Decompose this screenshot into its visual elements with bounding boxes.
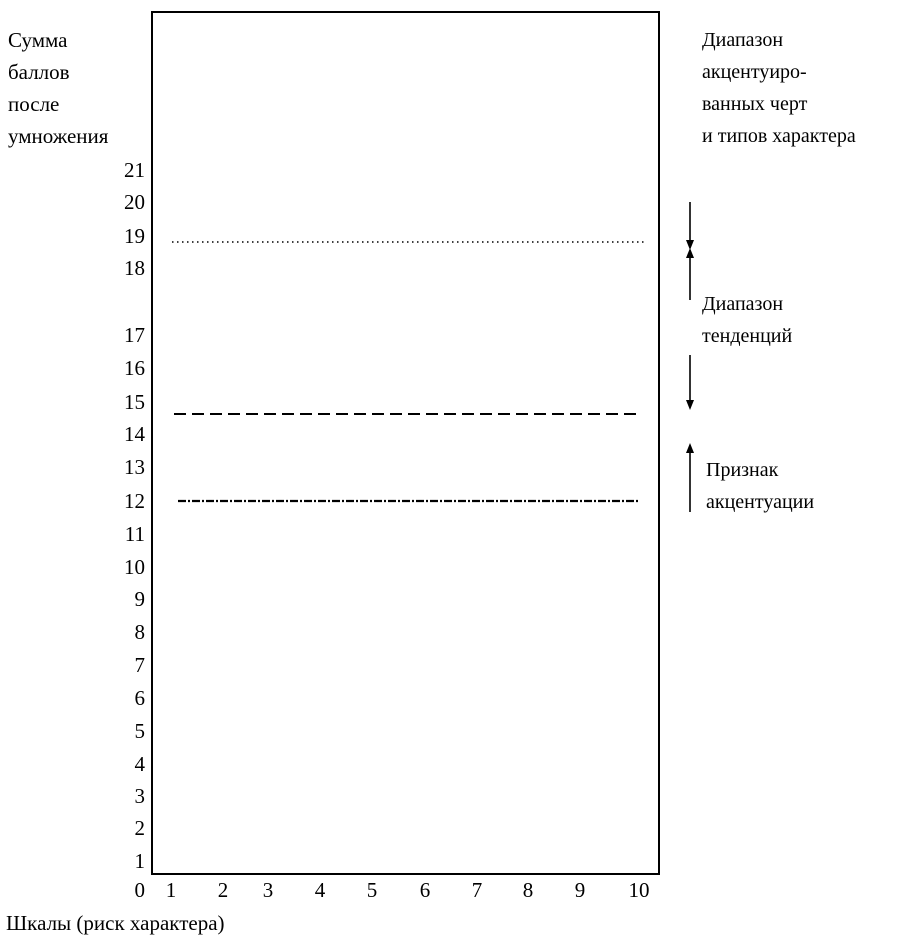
y-tick-label: 20 xyxy=(124,190,145,214)
y-tick-label: 11 xyxy=(125,522,145,546)
zone-label-tendency: Диапазон тенденций xyxy=(702,288,792,352)
zone-label-line: Признак xyxy=(706,459,779,481)
arrow-head xyxy=(686,248,694,258)
right-title-line: Диапазон xyxy=(702,29,784,51)
x-tick-labels: 1 2 3 4 5 6 7 8 9 10 xyxy=(166,878,650,902)
y-tick-label: 3 xyxy=(135,784,146,808)
x-tick-label: 7 xyxy=(472,878,483,902)
y-tick-label: 5 xyxy=(135,719,146,743)
x-tick-label: 9 xyxy=(575,878,586,902)
zone-arrows xyxy=(686,202,694,512)
x-tick-label: 3 xyxy=(263,878,274,902)
y-tick-label: 14 xyxy=(124,422,146,446)
y-tick-label: 4 xyxy=(135,752,146,776)
y-tick-label: 8 xyxy=(135,620,146,644)
y-tick-label: 13 xyxy=(124,455,145,479)
right-title-line: акцентуиро- xyxy=(702,61,807,83)
zone-label-line: Диапазон xyxy=(702,293,784,315)
plot-frame xyxy=(151,11,660,875)
right-title-line: ванных черт xyxy=(702,93,808,115)
y-tick-label: 10 xyxy=(124,555,145,579)
y-tick-label: 7 xyxy=(135,653,146,677)
arrow-head xyxy=(686,443,694,453)
x-tick-label: 10 xyxy=(629,878,650,902)
y-axis-title-line: баллов xyxy=(8,60,70,84)
x-tick-label: 5 xyxy=(367,878,378,902)
x-axis-title: Шкалы (риск характера) xyxy=(6,911,225,935)
arrow-head xyxy=(686,400,694,410)
x-tick-label: 4 xyxy=(315,878,326,902)
zone-label-line: акцентуации xyxy=(706,491,815,513)
right-title: Диапазон акцентуиро- ванных черт и типов… xyxy=(702,24,856,152)
y-axis-title-line: умножения xyxy=(8,124,109,148)
x-tick-label: 6 xyxy=(420,878,431,902)
y-tick-label: 1 xyxy=(135,849,146,873)
y-tick-label: 15 xyxy=(124,390,145,414)
x-tick-label: 8 xyxy=(523,878,534,902)
y-tick-label: 6 xyxy=(135,686,146,710)
y-tick-label: 18 xyxy=(124,256,145,280)
y-tick-label: 0 xyxy=(135,878,146,902)
y-tick-label: 21 xyxy=(124,158,145,182)
y-tick-label: 16 xyxy=(124,356,145,380)
arrow-head xyxy=(686,240,694,250)
y-tick-label: 12 xyxy=(124,489,145,513)
right-title-line: и типов характера xyxy=(702,125,856,147)
x-tick-label: 2 xyxy=(218,878,229,902)
y-axis-title: Сумма баллов после умножения xyxy=(8,24,108,152)
y-tick-label: 17 xyxy=(124,323,145,347)
x-tick-label: 1 xyxy=(166,878,177,902)
y-axis-title-line: после xyxy=(8,92,60,116)
y-tick-label: 19 xyxy=(124,224,145,248)
zone-label-line: тенденций xyxy=(702,325,793,347)
zone-label-accentuation: Признак акцентуации xyxy=(706,454,814,518)
y-tick-label: 2 xyxy=(135,816,146,840)
reference-lines xyxy=(172,241,646,503)
y-axis-title-line: Сумма xyxy=(8,28,68,52)
y-tick-label: 9 xyxy=(135,587,146,611)
